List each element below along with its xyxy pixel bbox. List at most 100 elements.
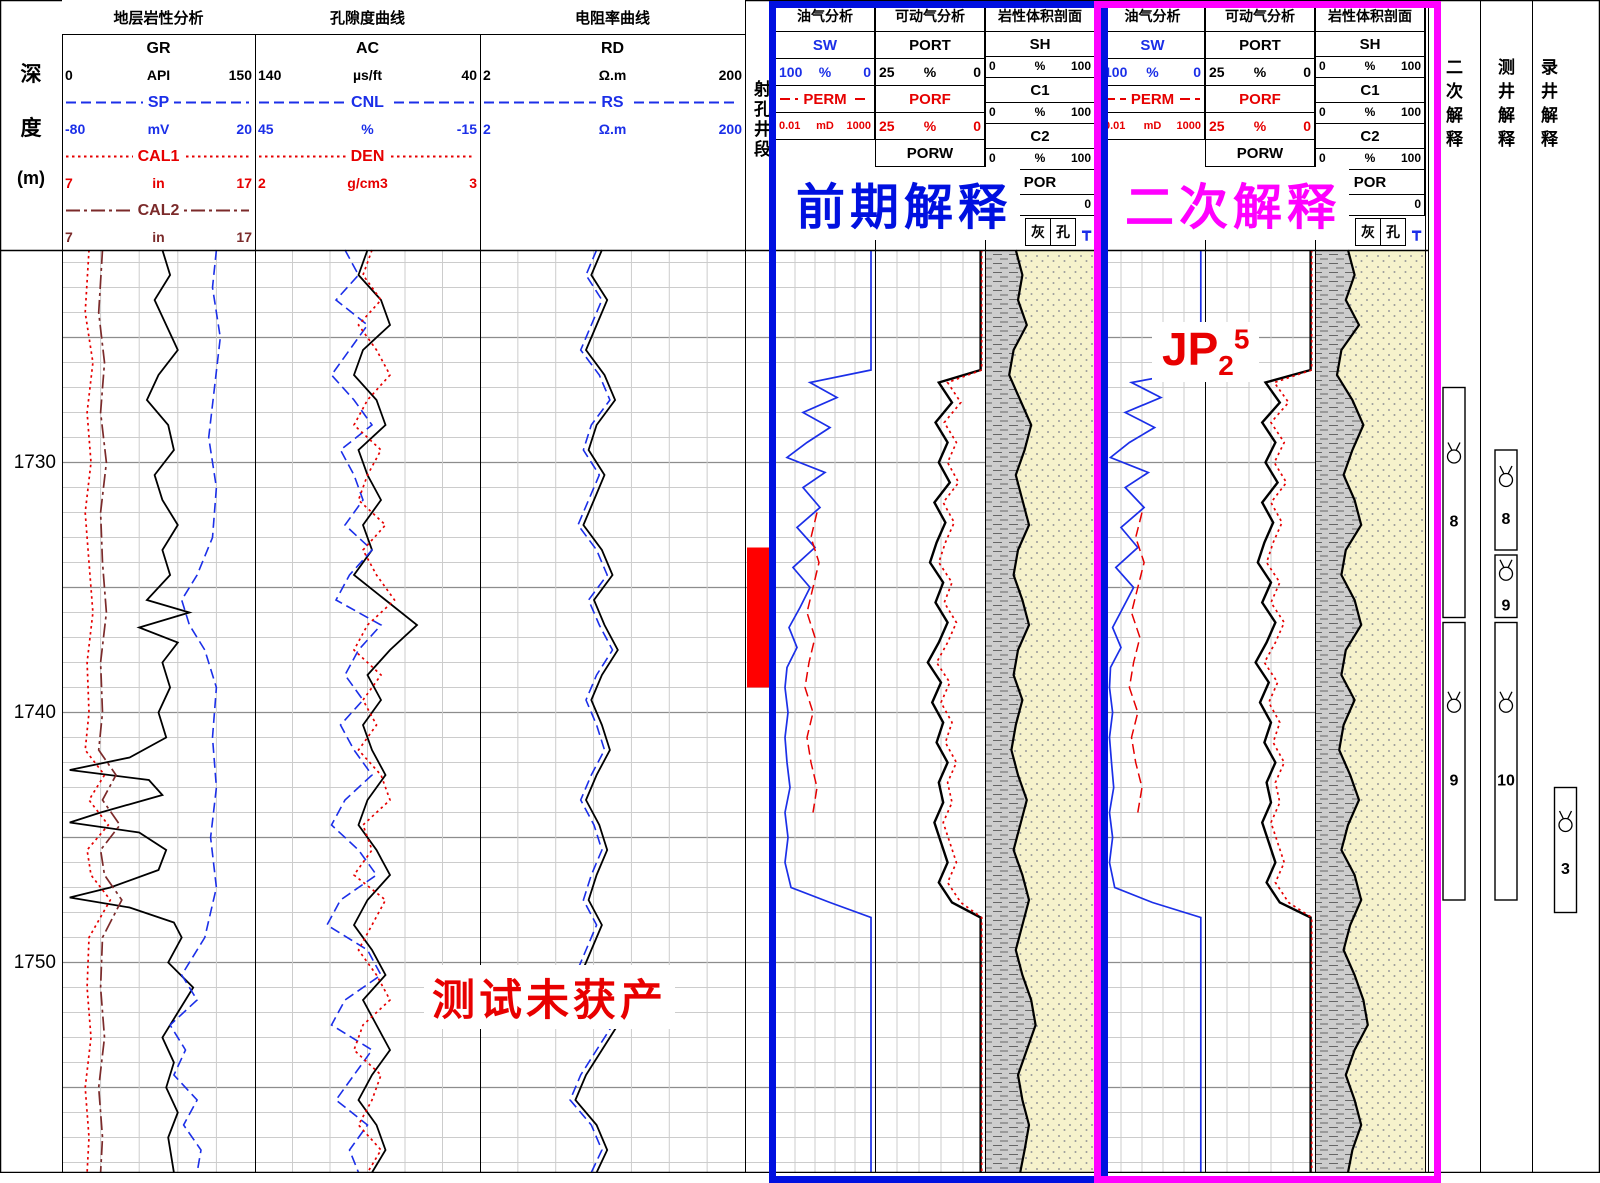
scale-right: 100 <box>1070 151 1091 165</box>
interp-interval-marker: 9 <box>1442 621 1466 901</box>
scale-right: 100 <box>1400 105 1421 119</box>
scale-unit: Ω.m <box>598 121 627 137</box>
depth-axis-title-char-1: 深 <box>20 63 42 86</box>
curve-name-row: GR <box>62 35 255 62</box>
scale-unit: % <box>1034 59 1046 73</box>
zone-superscript: 5 <box>1233 323 1250 355</box>
curve-name-row: PORT <box>875 31 985 59</box>
scale-unit: % <box>1034 105 1046 119</box>
scale-unit: % <box>923 118 937 134</box>
scale-unit: % <box>1364 59 1376 73</box>
track-title: 可动气分析 <box>875 0 985 32</box>
curve-scale-row: 2 Ω.m 200 <box>480 62 745 89</box>
curve-scale-row: 45% -15 <box>255 116 480 143</box>
curve-name-row: PERM <box>1100 85 1205 113</box>
curve-name-row: SW <box>1100 31 1205 59</box>
scale-right: 0 <box>863 64 871 80</box>
curve-name-row: PORF <box>875 85 985 113</box>
curve-scale-row: 25% 0 <box>875 58 985 86</box>
curve-name: SP <box>142 93 175 112</box>
scale-right: 3 <box>469 175 477 191</box>
curve-name: POR <box>1348 173 1392 191</box>
scale-unit: Ω.m <box>598 67 627 83</box>
curve-name-row: PORF <box>1205 85 1315 113</box>
track-title: 油气分析 <box>775 0 875 32</box>
depth-tick-1740: 1740 <box>13 701 56 723</box>
track-title: 油气分析 <box>1100 0 1205 32</box>
lithology-legend: 灰孔 ┳ <box>985 218 1095 246</box>
scale-left: 100 <box>1104 64 1128 80</box>
annotation-zone-jp25: JP25 <box>1152 322 1260 383</box>
scale-left: 45 <box>258 121 274 137</box>
scale-unit: % <box>1253 118 1267 134</box>
track-header-lith: 地层岩性分析 GR 0 API 150 SP -80 mV 20 CAL1 7 in 17 CAL2 7 in… <box>62 0 255 250</box>
curve-name-row: C2 <box>985 123 1095 149</box>
curve-CAL1 <box>84 249 112 1173</box>
curve-name: RS <box>596 93 629 112</box>
scale-right: 0 <box>1414 197 1421 211</box>
column-label-logging-interp: 测井解释 <box>1495 58 1514 154</box>
scale-left: 7 <box>65 175 73 191</box>
scale-left: 0 <box>1319 105 1326 119</box>
curve-name: C1 <box>1025 81 1055 99</box>
curve-scale-row: 25% 0 <box>1205 112 1315 140</box>
depth-axis-title-char-2: 度 <box>20 117 42 140</box>
scale-right: 0 <box>1303 118 1311 134</box>
curve-scale-row: 2 g/cm3 3 <box>255 170 480 197</box>
scale-right: 20 <box>236 121 252 137</box>
scale-unit: % <box>1364 105 1376 119</box>
scale-right: 100 <box>1400 151 1421 165</box>
curve-name: PORW <box>1231 144 1289 162</box>
scale-right: 0 <box>1084 197 1091 211</box>
track-title: 电阻率曲线 <box>480 0 745 35</box>
depth-axis-unit: (m) <box>17 168 45 188</box>
curve-name-row: AC <box>255 35 480 62</box>
curve-name-row: CAL2 <box>62 197 255 224</box>
curve-PERM <box>804 512 820 813</box>
curve-scale-row: -80 mV 20 <box>62 116 255 143</box>
perforation-interval-bar <box>747 547 773 688</box>
zone-subscript: 2 <box>1218 350 1234 382</box>
scale-unit: in <box>152 229 165 245</box>
curve-scale-row: 100% 0 <box>775 58 875 86</box>
curve-name: RD <box>595 39 630 58</box>
curve-name: CAL2 <box>132 201 185 220</box>
mudstone-fill <box>985 250 1036 1173</box>
scale-right: 0 <box>1303 64 1311 80</box>
scale-left: 0 <box>989 59 996 73</box>
curve-name-row: C1 <box>1315 77 1425 103</box>
curve-scale-row: 0% 100 <box>985 102 1095 124</box>
curve-scale-row: 25% 0 <box>875 112 985 140</box>
scale-right: 100 <box>1400 59 1421 73</box>
track-title: 岩性体积剖面 <box>985 0 1095 32</box>
scale-left: 0 <box>989 105 996 119</box>
curve-name: PORT <box>904 36 956 54</box>
curve-name: C1 <box>1355 81 1385 99</box>
sandstone-fill <box>1009 250 1095 1173</box>
curve-DEN <box>352 249 396 1173</box>
track-headers: 地层岩性分析 GR 0 API 150 SP -80 mV 20 CAL1 7 in 17 CAL2 7 in… <box>0 0 1600 250</box>
scale-left: 2 <box>258 175 266 191</box>
gas-show-symbol <box>1498 566 1514 581</box>
scale-left: 2 <box>483 121 491 137</box>
curve-name-row: C1 <box>985 77 1095 103</box>
curve-AC <box>352 249 419 1173</box>
column-label-secondary-interp: 二次解释 <box>1443 58 1462 154</box>
interp-interval-marker: 9 <box>1494 554 1518 619</box>
curve-name-row: RS <box>480 89 745 116</box>
curve-name: PORT <box>1234 36 1286 54</box>
curve-scale-row: 0% 100 <box>985 148 1095 170</box>
curve-CNL <box>325 249 383 1173</box>
interp-interval-marker: 8 <box>1494 449 1518 551</box>
annotation-previous-interpretation: 前期解释 <box>788 167 1021 240</box>
curve-name: CAL1 <box>132 147 185 166</box>
curve-SP <box>169 249 222 1173</box>
scale-left: 100 <box>779 64 803 80</box>
curve-name: PERM <box>1125 90 1180 108</box>
scale-unit: % <box>818 64 832 80</box>
curve-name: POR <box>1018 173 1062 191</box>
curve-name: SW <box>807 36 843 54</box>
scale-left: 25 <box>879 118 895 134</box>
curve-name: PORF <box>1234 90 1286 108</box>
